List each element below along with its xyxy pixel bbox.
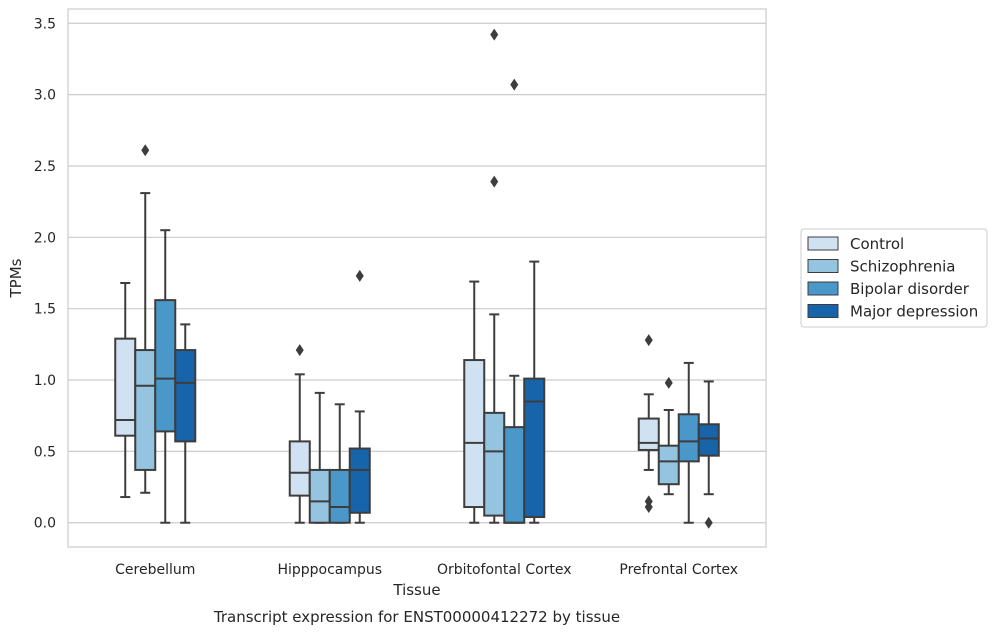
x-tick-label: Orbitofontal Cortex (437, 562, 572, 578)
boxes-layer (114, 28, 720, 529)
x-axis-label: Tissue (392, 581, 440, 599)
outlier-point (664, 376, 673, 389)
y-tick-label: 3.5 (34, 16, 56, 32)
y-tick-label: 2.0 (34, 230, 56, 246)
y-tick-label: 0.0 (34, 516, 56, 532)
legend-label: Control (850, 235, 904, 253)
outlier-point (141, 144, 150, 157)
y-axis-label: TPMs (7, 258, 25, 298)
outlier-point (490, 175, 499, 188)
y-tick-labels: 0.0 0.5 1.0 1.5 2.0 2.5 3.0 3.5 (34, 16, 56, 531)
legend-label: Major depression (850, 303, 978, 321)
box-body (154, 299, 177, 433)
outlier-point (704, 516, 713, 529)
y-tick-label: 3.0 (34, 88, 56, 104)
plot-frame (67, 8, 767, 548)
outlier-point (295, 344, 304, 357)
box-body (523, 377, 546, 519)
box-orbitofontal-cortex-major-depression (523, 260, 546, 524)
box-prefrontal-cortex-schizophrenia (657, 376, 680, 496)
box-body (134, 349, 157, 471)
legend-swatch (807, 281, 839, 296)
outlier-point (644, 501, 653, 514)
outlier-point (510, 78, 519, 91)
box-body (174, 349, 197, 443)
box-cerebellum-schizophrenia (134, 144, 157, 494)
chart-caption: Transcript expression for ENST0000041227… (213, 608, 620, 626)
y-tick-label: 1.0 (34, 373, 56, 389)
x-tick-label: Cerebellum (115, 562, 195, 578)
box-prefrontal-cortex-control (637, 334, 660, 514)
box-hipppocampus-bipolar-disorder (328, 403, 351, 524)
box-body (114, 337, 137, 437)
legend: Control Schizophrenia Bipolar disorder Majo… (800, 228, 988, 328)
legend-swatch (807, 259, 839, 273)
box-body (348, 447, 371, 514)
legend-swatch (807, 236, 839, 251)
box-hipppocampus-control (288, 344, 311, 524)
outlier-point (490, 28, 499, 41)
box-orbitofontal-cortex-bipolar-disorder (503, 78, 526, 524)
box-cerebellum-bipolar-disorder (154, 229, 177, 524)
box-orbitofontal-cortex-schizophrenia (483, 28, 506, 524)
box-body (308, 468, 331, 524)
legend-frame (800, 228, 988, 328)
box-body (288, 440, 311, 497)
box-body (328, 468, 351, 524)
outlier-point (355, 269, 364, 282)
box-prefrontal-cortex-major-depression (697, 380, 720, 529)
box-body (483, 411, 506, 517)
y-tick-label: 1.5 (34, 302, 56, 318)
box-body (503, 426, 526, 524)
box-cerebellum-major-depression (174, 323, 197, 524)
y-tick-label: 0.5 (34, 444, 56, 460)
legend-label: Schizophrenia (850, 258, 955, 276)
outlier-point (644, 334, 653, 347)
legend-swatch (807, 304, 839, 318)
box-body (463, 359, 486, 509)
x-tick-label: Hipppocampus (277, 562, 382, 578)
box-hipppocampus-major-depression (348, 269, 371, 524)
y-tick-label: 2.5 (34, 159, 56, 175)
box-body (657, 444, 680, 486)
legend-label: Bipolar disorder (850, 280, 970, 298)
box-body (697, 423, 720, 457)
x-tick-label: Prefrontal Cortex (619, 562, 738, 578)
box-cerebellum-control (114, 281, 137, 499)
box-body (637, 417, 660, 451)
x-tick-labels: Cerebellum Hipppocampus Orbitofontal Corte… (115, 562, 738, 578)
box-prefrontal-cortex-bipolar-disorder (677, 361, 700, 524)
box-orbitofontal-cortex-control (463, 280, 486, 524)
box-body (677, 413, 700, 463)
box-hipppocampus-schizophrenia (308, 391, 331, 524)
